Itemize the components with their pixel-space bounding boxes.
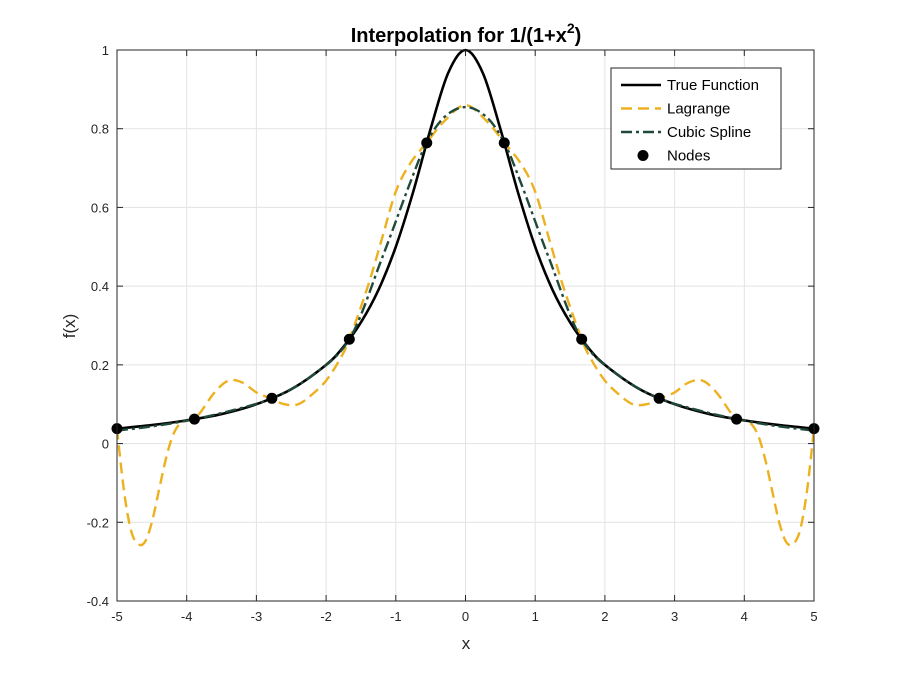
- y-axis-label: f(x): [60, 314, 79, 339]
- chart-title: Interpolation for 1/(1+x2): [351, 20, 582, 47]
- x-axis-label: x: [462, 634, 471, 653]
- x-tick-label: -1: [390, 609, 402, 624]
- x-tick-label: 1: [532, 609, 539, 624]
- node-marker: [188, 413, 200, 425]
- cubic-spline-line: [116, 105, 815, 432]
- y-tick-label: -0.4: [87, 594, 109, 609]
- x-tick-label: -5: [111, 609, 123, 624]
- y-tick-label: -0.2: [87, 515, 109, 530]
- y-tick-label: 0.8: [91, 122, 109, 137]
- ticks: -5 -4 -3 -2 -1 0 1 2 3 4 5 -0.4 -0.2 0 0.2 0.4 0.6 0.8 1: [87, 43, 818, 624]
- legend-nodes-label: Nodes: [667, 148, 710, 165]
- x-tick-label: 0: [462, 609, 469, 624]
- legend: True Function Lagrange Cubic Spline Nodes: [610, 67, 782, 170]
- x-tick-label: 4: [741, 609, 748, 624]
- title-superscript: 2: [567, 20, 575, 36]
- node-marker: [731, 413, 743, 425]
- legend-nodes-marker: [637, 150, 649, 161]
- x-tick-label: -2: [320, 609, 332, 624]
- title-text: Interpolation for 1/(1+x: [351, 25, 567, 47]
- node-marker: [498, 137, 510, 149]
- node-marker: [421, 137, 433, 149]
- node-marker: [653, 392, 665, 404]
- legend-lagrange-label: Lagrange: [667, 101, 730, 118]
- x-tick-label: 3: [671, 609, 678, 624]
- y-tick-label: 0.4: [91, 279, 109, 294]
- y-tick-label: 0: [102, 437, 109, 452]
- x-tick-label: -3: [251, 609, 263, 624]
- node-marker: [266, 392, 278, 404]
- x-tick-label: -4: [181, 609, 193, 624]
- node-marker: [576, 333, 588, 345]
- x-tick-label: 5: [810, 609, 817, 624]
- legend-true-function-label: True Function: [667, 77, 759, 94]
- y-tick-label: 0.6: [91, 200, 109, 215]
- legend-cubic-spline-label: Cubic Spline: [667, 124, 751, 141]
- node-marker: [343, 333, 355, 345]
- title-text-end: ): [575, 25, 582, 47]
- y-tick-label: 0.2: [91, 358, 109, 373]
- y-tick-label: 1: [102, 43, 109, 58]
- x-tick-label: 2: [601, 609, 608, 624]
